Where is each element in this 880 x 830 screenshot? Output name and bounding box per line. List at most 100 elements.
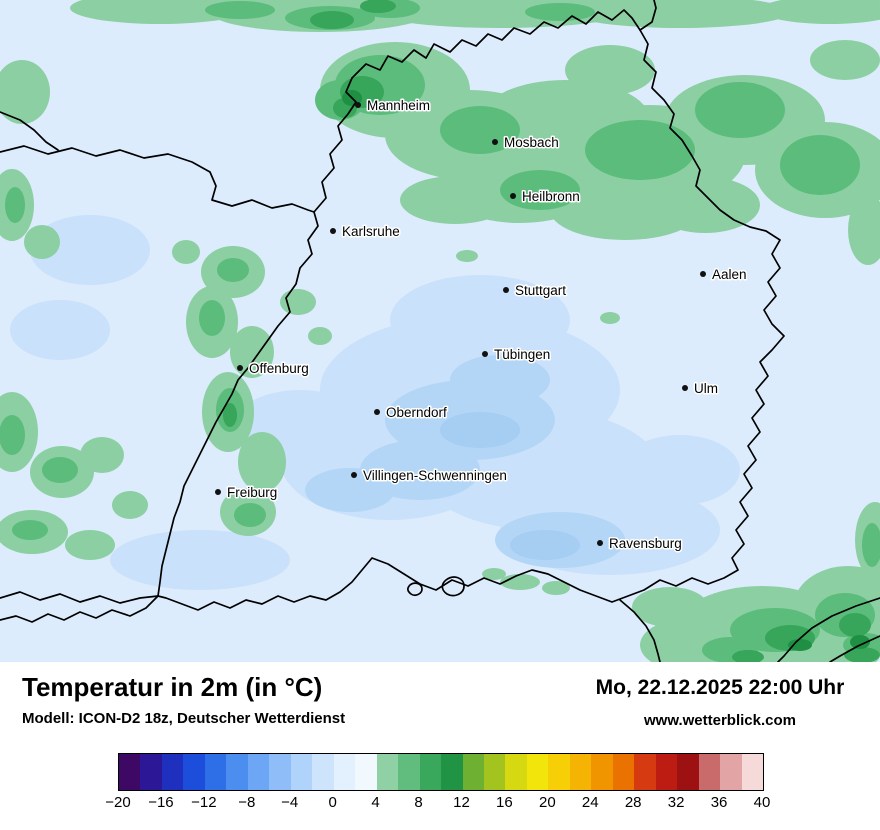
colorbar-segment — [119, 754, 141, 790]
colorbar-tick: 8 — [414, 794, 423, 811]
city-label: Offenburg — [249, 361, 309, 376]
border-northwest-2 — [0, 111, 59, 151]
city-label: Tübingen — [494, 347, 550, 362]
colorbar-segment — [591, 754, 613, 790]
valid-datetime: Mo, 22.12.2025 22:00 Uhr — [595, 676, 845, 699]
colorbar-segment — [655, 754, 678, 790]
city-label: Villingen-Schwenningen — [363, 468, 507, 483]
website-url: www.wetterblick.com — [644, 712, 796, 729]
colorbar-segment — [634, 754, 656, 790]
colorbar-segment — [677, 754, 699, 790]
colorbar-tick: −12 — [191, 794, 217, 811]
colorbar-segment — [505, 754, 527, 790]
city-marker-t-bingen: Tübingen — [482, 346, 552, 364]
city-marker-karlsruhe: Karlsruhe — [330, 223, 401, 241]
colorbar-tick: −16 — [148, 794, 174, 811]
colorbar-tick: 24 — [581, 794, 599, 811]
colorbar-tick: 40 — [753, 794, 771, 811]
city-dot — [510, 193, 516, 199]
border-southeast-2 — [829, 635, 880, 662]
border-south-branch — [619, 599, 661, 662]
city-marker-offenburg: Offenburg — [237, 360, 310, 378]
colorbar-segment — [419, 754, 442, 790]
model-info: Modell: ICON-D2 18z, Deutscher Wetterdie… — [22, 710, 346, 727]
border-enclave-2 — [407, 582, 423, 597]
city-label: Freiburg — [227, 485, 277, 500]
colorbar-segment — [741, 754, 764, 790]
city-marker-stuttgart: Stuttgart — [503, 282, 568, 300]
colorbar-tick: 0 — [328, 794, 337, 811]
colorbar-segment — [569, 754, 592, 790]
city-marker-ravensburg: Ravensburg — [597, 535, 683, 553]
colorbar-segment — [226, 754, 248, 790]
colorbar-segment — [376, 754, 399, 790]
city-label: Aalen — [712, 267, 747, 282]
city-dot — [351, 472, 357, 478]
city-label: Mannheim — [367, 98, 430, 113]
border-northwest — [0, 145, 315, 213]
colorbar-segment — [462, 754, 484, 790]
colorbar-segment — [269, 754, 291, 790]
city-dot — [597, 540, 603, 546]
state-borders — [0, 0, 880, 662]
city-marker-oberndorf: Oberndorf — [374, 404, 449, 422]
city-marker-freiburg: Freiburg — [215, 484, 279, 502]
colorbar-segment — [355, 754, 377, 790]
colorbar-segment — [333, 754, 356, 790]
colorbar-segment — [247, 754, 270, 790]
colorbar-tick-labels: −20 −16 −12 −8 −4 0 4 8 12 16 20 24 28 32 36 40 — [105, 794, 770, 814]
city-dot — [682, 385, 688, 391]
city-layer: Mannheim Mosbach Heilbronn Karlsruhe Stuttga… — [215, 97, 748, 553]
colorbar-tick: 32 — [667, 794, 685, 811]
colorbar-tick: 16 — [496, 794, 513, 811]
colorbar-segment — [290, 754, 313, 790]
city-dot — [215, 489, 221, 495]
colorbar-tick: 12 — [453, 794, 470, 811]
colorbar-tick: −4 — [281, 794, 299, 811]
border-north-branch — [639, 0, 657, 31]
city-marker-ulm: Ulm — [682, 380, 720, 398]
colorbar-segment — [398, 754, 420, 790]
cold-region-layer-3 — [440, 412, 580, 560]
city-dot — [374, 409, 380, 415]
city-dot — [492, 139, 498, 145]
warm-region-dark — [223, 0, 880, 662]
temperature-colorbar — [118, 753, 764, 791]
colorbar-segment — [698, 754, 721, 790]
colorbar-segment — [312, 754, 334, 790]
colorbar-segment — [720, 754, 742, 790]
colorbar-segment — [612, 754, 635, 790]
colorbar-segment — [548, 754, 570, 790]
city-marker-aalen: Aalen — [700, 266, 748, 284]
city-dot — [700, 271, 706, 277]
colorbar-tick: −20 — [105, 794, 131, 811]
colorbar-tick: 36 — [710, 794, 728, 811]
colorbar-segment — [441, 754, 463, 790]
colorbar-segment — [183, 754, 205, 790]
colorbar-segment — [483, 754, 506, 790]
city-marker-heilbronn: Heilbronn — [510, 188, 581, 206]
border-enclave-1 — [441, 576, 465, 597]
border-southeast-1 — [777, 597, 880, 662]
map-svg: Mannheim Mosbach Heilbronn Karlsruhe Stuttga… — [0, 0, 880, 662]
border-southwest-1 — [0, 595, 159, 623]
map-area: Mannheim Mosbach Heilbronn Karlsruhe Stuttga… — [0, 0, 880, 662]
city-label: Ulm — [694, 381, 718, 396]
colorbar-tick: −8 — [238, 794, 256, 811]
map-title: Temperatur in 2m (in °C) — [22, 672, 323, 702]
city-marker-villingen-schwenningen: Villingen-Schwenningen — [351, 467, 508, 485]
colorbar-tick: 20 — [538, 794, 556, 811]
border-rhine-west — [157, 77, 357, 597]
footer: Temperatur in 2m (in °C) Modell: ICON-D2… — [0, 662, 880, 830]
city-marker-mosbach: Mosbach — [492, 134, 560, 152]
city-dot — [330, 228, 336, 234]
colorbar-tick: 4 — [371, 794, 380, 811]
city-label: Stuttgart — [515, 283, 566, 298]
city-label: Heilbronn — [522, 189, 580, 204]
colorbar-segment — [161, 754, 184, 790]
city-marker-mannheim: Mannheim — [355, 97, 432, 115]
city-label: Oberndorf — [386, 405, 447, 420]
city-label: Ravensburg — [609, 536, 682, 551]
colorbar-segment — [204, 754, 227, 790]
